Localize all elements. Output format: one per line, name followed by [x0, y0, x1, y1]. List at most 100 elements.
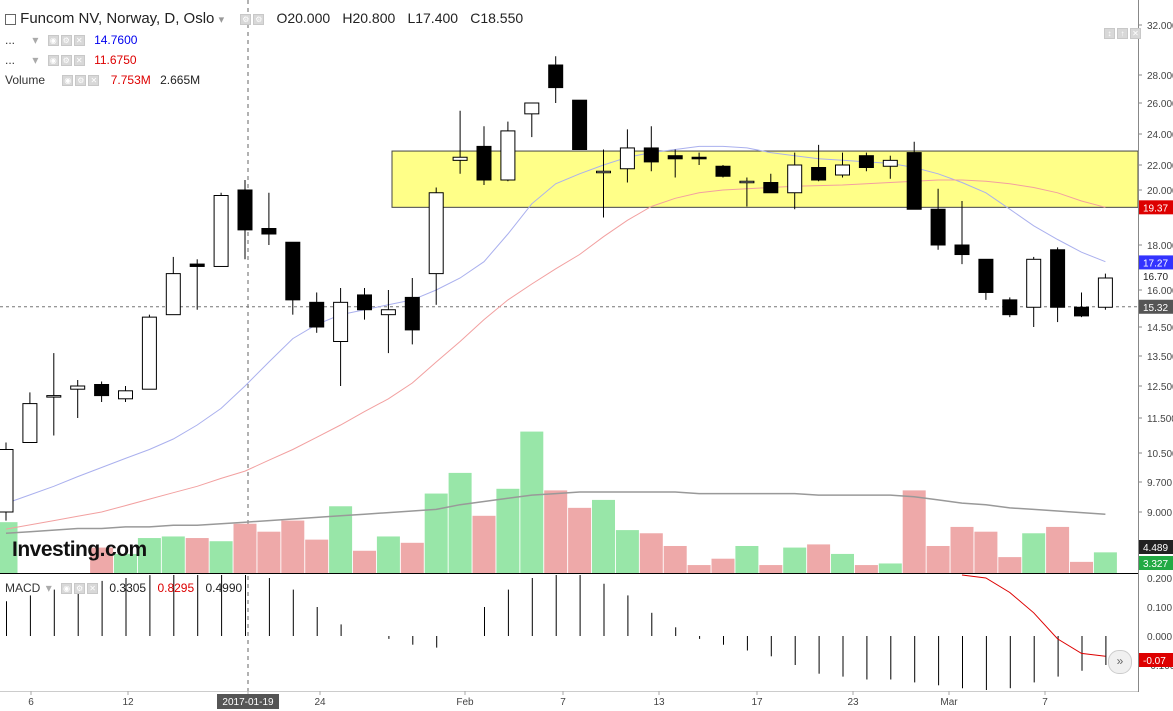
candle: [165, 256, 181, 316]
candle: [309, 292, 325, 333]
volume-layer: [0, 431, 1117, 573]
macd-tick-label: 0.200: [1147, 574, 1172, 585]
volume-value-1: 7.753M: [110, 73, 151, 87]
candle-body: [213, 195, 229, 267]
chevron-down-icon[interactable]: ▾: [32, 53, 39, 67]
legend-title-row: Funcom NV, Norway, D, Oslo ▾ ⚙ ⚙ O20.000 …: [5, 10, 523, 27]
settings-icon[interactable]: ⚙: [240, 13, 252, 25]
volume-bar: [424, 493, 448, 573]
price-zone-layer: [391, 150, 1139, 208]
y-tick-label: 32.000: [1147, 21, 1173, 32]
candle: [763, 173, 779, 194]
chevron-down-icon[interactable]: ▾: [45, 581, 52, 595]
volume-bar: [663, 545, 687, 573]
arrow-up-icon[interactable]: ↑: [1117, 28, 1128, 39]
close-icon[interactable]: ✕: [87, 583, 99, 595]
x-tick-label: 17: [751, 697, 763, 708]
volume-bar: [639, 533, 663, 573]
candle: [357, 288, 372, 320]
candle: [22, 392, 38, 444]
candle-body: [141, 316, 157, 390]
eye-icon[interactable]: ◉: [47, 55, 59, 67]
candle-body: [285, 241, 301, 301]
eye-icon[interactable]: ◉: [47, 35, 59, 47]
candle: [524, 102, 540, 138]
close-icon[interactable]: ✕: [73, 35, 85, 47]
macd-badge: [1139, 653, 1173, 667]
candle: [141, 314, 157, 390]
macd-value-2: 0.8295: [157, 581, 195, 595]
y-tick-label: 16.000: [1147, 286, 1173, 297]
chevron-down-icon[interactable]: ▾: [218, 14, 225, 26]
candle-body: [22, 403, 38, 444]
candles-layer: [0, 56, 1113, 521]
volume-bar: [376, 536, 400, 573]
candle-body: [476, 145, 492, 181]
watermark-logo: Investing.com: [12, 538, 147, 562]
macd-badge-label: -0.07: [1143, 656, 1166, 667]
volume-bar: [878, 563, 902, 573]
volume-bar: [615, 530, 639, 573]
collapse-icon[interactable]: [5, 13, 16, 25]
candle: [643, 126, 659, 172]
volume-bar: [711, 558, 735, 573]
scroll-right-button[interactable]: »: [1108, 650, 1132, 674]
watermark-text: Investing.com: [12, 538, 147, 561]
candle: [1050, 247, 1066, 323]
chevron-down-icon[interactable]: ▾: [32, 33, 39, 47]
candle: [500, 121, 516, 182]
volume-bar: [257, 531, 281, 573]
volume-ma-line: [5, 491, 1106, 535]
gear-icon[interactable]: ⚙: [60, 35, 72, 47]
candle-body: [70, 385, 86, 390]
candle-body: [94, 384, 110, 397]
gear-icon[interactable]: ⚙: [74, 583, 86, 595]
volume-bar: [568, 507, 592, 573]
settings-icon-2[interactable]: ⚙: [253, 13, 265, 25]
candle-body: [787, 164, 803, 194]
arrows-icon[interactable]: ↕: [1104, 28, 1115, 39]
candle-body: [548, 64, 564, 89]
volume-bar: [353, 550, 376, 573]
volume-bar: [137, 538, 161, 573]
close-icon[interactable]: ✕: [73, 55, 85, 67]
volume-bar: [448, 472, 472, 573]
x-tick-label: 7: [1042, 697, 1048, 708]
volume-bar: [807, 544, 831, 573]
candle: [189, 259, 205, 310]
eye-icon[interactable]: ◉: [61, 583, 73, 595]
volume-bar: [0, 522, 18, 573]
legend-ma1-row: ... ▾ ◉ ⚙ ✕ 14.7600: [5, 33, 137, 47]
candle: [858, 152, 874, 172]
candle-body: [452, 156, 468, 161]
volume-bar: [592, 499, 615, 573]
candle-body: [118, 390, 133, 400]
eye-icon[interactable]: ◉: [62, 75, 74, 87]
x-tick-label: 12: [122, 697, 134, 708]
close-icon[interactable]: ✕: [88, 75, 100, 87]
candle-body: [1097, 277, 1113, 308]
gear-icon[interactable]: ⚙: [60, 55, 72, 67]
candle-body: [835, 164, 850, 176]
candle: [94, 381, 110, 402]
volume-bar: [400, 542, 424, 573]
x-tick-label: 23: [847, 697, 859, 708]
macd-value-1: 0.3305: [109, 581, 147, 595]
y-tick-label: 22.000: [1147, 161, 1173, 172]
ma-slow-line: [5, 179, 1106, 530]
gear-icon[interactable]: ⚙: [75, 75, 87, 87]
candle: [1002, 297, 1018, 318]
y-tick-label: 9.000: [1147, 508, 1172, 519]
ma2-label: ...: [5, 53, 16, 67]
cursor-date-label: 2017-01-19: [222, 697, 274, 708]
candle: [452, 110, 468, 174]
candle-body: [930, 208, 946, 246]
volume-bar: [544, 490, 568, 573]
price-badge: [1139, 200, 1173, 215]
ma1-value: 14.7600: [94, 33, 138, 47]
close-icon[interactable]: ✕: [1130, 28, 1141, 39]
volume-badge: [1139, 540, 1173, 554]
candle-body: [1002, 299, 1018, 316]
candle-body: [46, 395, 62, 398]
